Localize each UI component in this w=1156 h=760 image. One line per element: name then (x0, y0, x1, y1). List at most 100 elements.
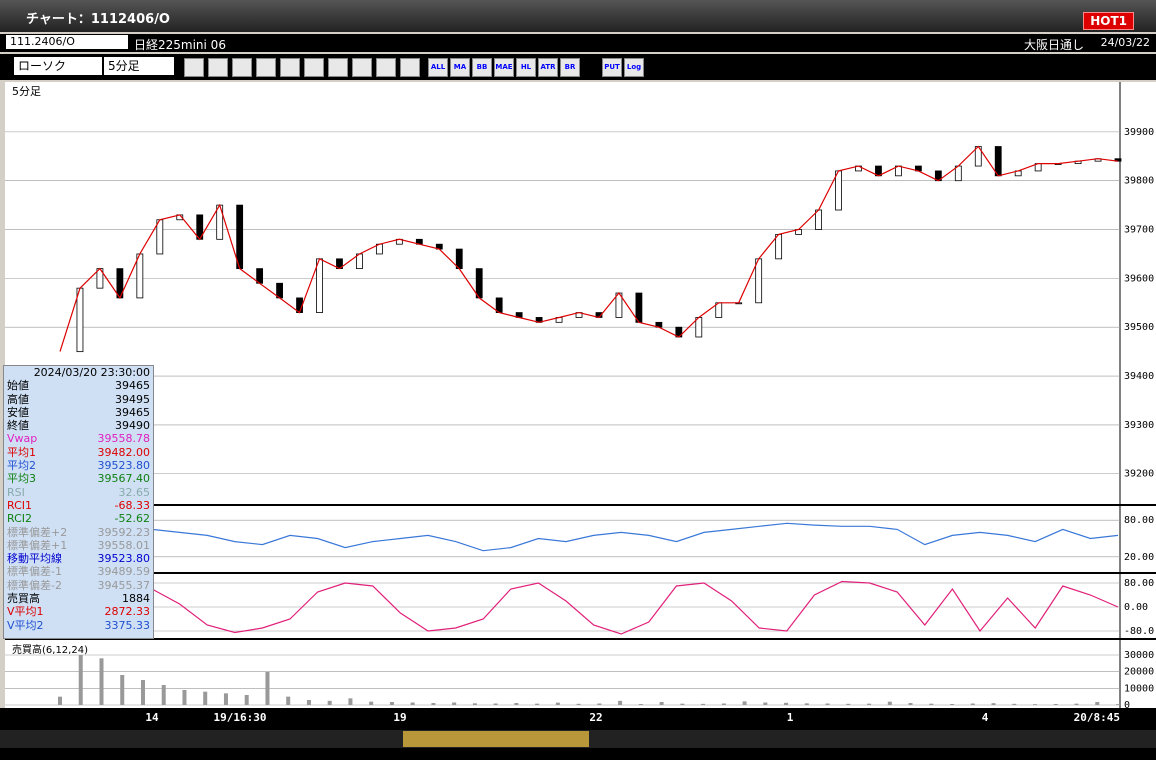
volume-bar (701, 703, 706, 705)
symbol-name: 日経225mini 06 (134, 38, 226, 52)
tool-button[interactable]: ATR (538, 58, 558, 77)
volume-bar (950, 704, 955, 705)
tool-button[interactable]: MAE (494, 58, 514, 77)
interval-select[interactable]: 5分足 (104, 57, 174, 75)
candle (475, 268, 483, 299)
y-tick-label: 80.00 (1124, 578, 1154, 589)
volume-bar (784, 702, 789, 705)
icon-button[interactable] (232, 58, 252, 77)
y-tick-label: 39500 (1124, 322, 1154, 333)
tool-button[interactable]: BR (560, 58, 580, 77)
date: 24/03/22 (1100, 36, 1150, 49)
y-tick-label: -80.0 (1124, 626, 1154, 637)
info-label: 移動平均線 (7, 552, 62, 566)
x-tick-label: 1 (787, 711, 794, 724)
tool-button[interactable]: PUT (602, 58, 622, 77)
volume-bar (472, 703, 477, 705)
candle (156, 219, 164, 255)
volume-bar (1095, 702, 1100, 705)
volume-bar (991, 703, 996, 705)
volume-bar (1012, 703, 1017, 705)
tool-button[interactable]: MA (450, 58, 470, 77)
info-value: 39495 (115, 392, 150, 406)
info-row: V平均1 2872.33 (4, 605, 153, 618)
hot-button[interactable]: HOT1 (1083, 12, 1134, 30)
volume-bar (389, 702, 394, 705)
volume-bar (721, 703, 726, 705)
y-tick-label: 20000 (1124, 667, 1154, 678)
candle (815, 209, 822, 230)
tool-button[interactable]: Log (624, 58, 644, 77)
candle (316, 258, 323, 313)
tool-button[interactable]: BB (472, 58, 492, 77)
info-value: -52.62 (114, 512, 150, 526)
panel-label: 5分足 (12, 85, 41, 98)
info-row: RCI1 -68.33 (4, 499, 153, 512)
volume-bar (638, 704, 643, 705)
icon-button[interactable] (352, 58, 372, 77)
info-row: 移動平均線 39523.80 (4, 552, 153, 565)
x-tick-label: 4 (982, 711, 989, 724)
volume-bar (286, 696, 291, 705)
symbol-input[interactable]: 111.2406/O (6, 35, 128, 49)
candle (635, 292, 643, 323)
info-value: 2872.33 (104, 605, 151, 619)
y-tick-label: 0.00 (1124, 602, 1148, 613)
info-row: 安値 39465 (4, 406, 153, 419)
icon-button[interactable] (256, 58, 276, 77)
volume-bar (78, 655, 83, 705)
y-tick-label: 39400 (1124, 371, 1154, 382)
y-tick-label: 39200 (1124, 469, 1154, 480)
volume-bar (680, 703, 685, 705)
icon-button[interactable] (400, 58, 420, 77)
panel-label: 売買高(6,12,24) (12, 643, 88, 656)
x-tick-label: 19/16:30 (214, 711, 267, 724)
info-value: 39490 (115, 419, 150, 433)
info-value: 39523.80 (97, 552, 151, 566)
info-label: 終値 (7, 419, 29, 433)
volume-bar (265, 671, 270, 705)
icon-button[interactable] (304, 58, 324, 77)
volume-bar (576, 703, 581, 705)
icon-button[interactable] (184, 58, 204, 77)
y-tick-label: 80.00 (1124, 515, 1154, 526)
candle (835, 170, 842, 211)
icon-button[interactable] (376, 58, 396, 77)
y-tick-label: 30000 (1124, 650, 1154, 661)
icon-button[interactable] (208, 58, 228, 77)
volume-bar (825, 703, 830, 705)
volume-bar (1053, 704, 1058, 705)
info-row: V平均2 3375.33 (4, 619, 153, 632)
info-row: 売買高 1884 (4, 592, 153, 605)
volume-bar (908, 703, 913, 705)
volume-bar (348, 698, 353, 705)
icon-button[interactable] (280, 58, 300, 77)
volume-bar (887, 701, 892, 705)
info-value: 39455.37 (97, 578, 151, 592)
candle (455, 248, 463, 270)
y-tick-label: 39900 (1124, 127, 1154, 138)
volume-bar (223, 693, 228, 705)
volume-bar (99, 658, 104, 705)
volume-bar (846, 703, 851, 705)
info-value: 39592.23 (97, 525, 151, 539)
tool-button[interactable]: HL (516, 58, 536, 77)
y-tick-label: 39300 (1124, 420, 1154, 431)
x-tick-label: 22 (589, 711, 602, 724)
candle (755, 258, 763, 304)
volume-bar (161, 685, 166, 705)
info-label: Vwap (7, 432, 38, 446)
x-tick-label: 20/8:45 (1074, 711, 1120, 724)
session: 大阪日通し (1023, 38, 1084, 52)
tool-button[interactable]: ALL (428, 58, 448, 77)
volume-bar (535, 703, 540, 705)
y-tick-label: 20.00 (1124, 552, 1154, 563)
icon-button[interactable] (328, 58, 348, 77)
scroll-thumb[interactable] (403, 731, 589, 747)
info-row: 標準偏差-1 39489.59 (4, 565, 153, 578)
info-label: V平均2 (7, 618, 44, 632)
info-value: 39558.01 (97, 538, 151, 552)
style-select[interactable]: ローソク (14, 57, 102, 75)
volume-bar (1116, 704, 1120, 705)
volume-bar (659, 702, 664, 705)
